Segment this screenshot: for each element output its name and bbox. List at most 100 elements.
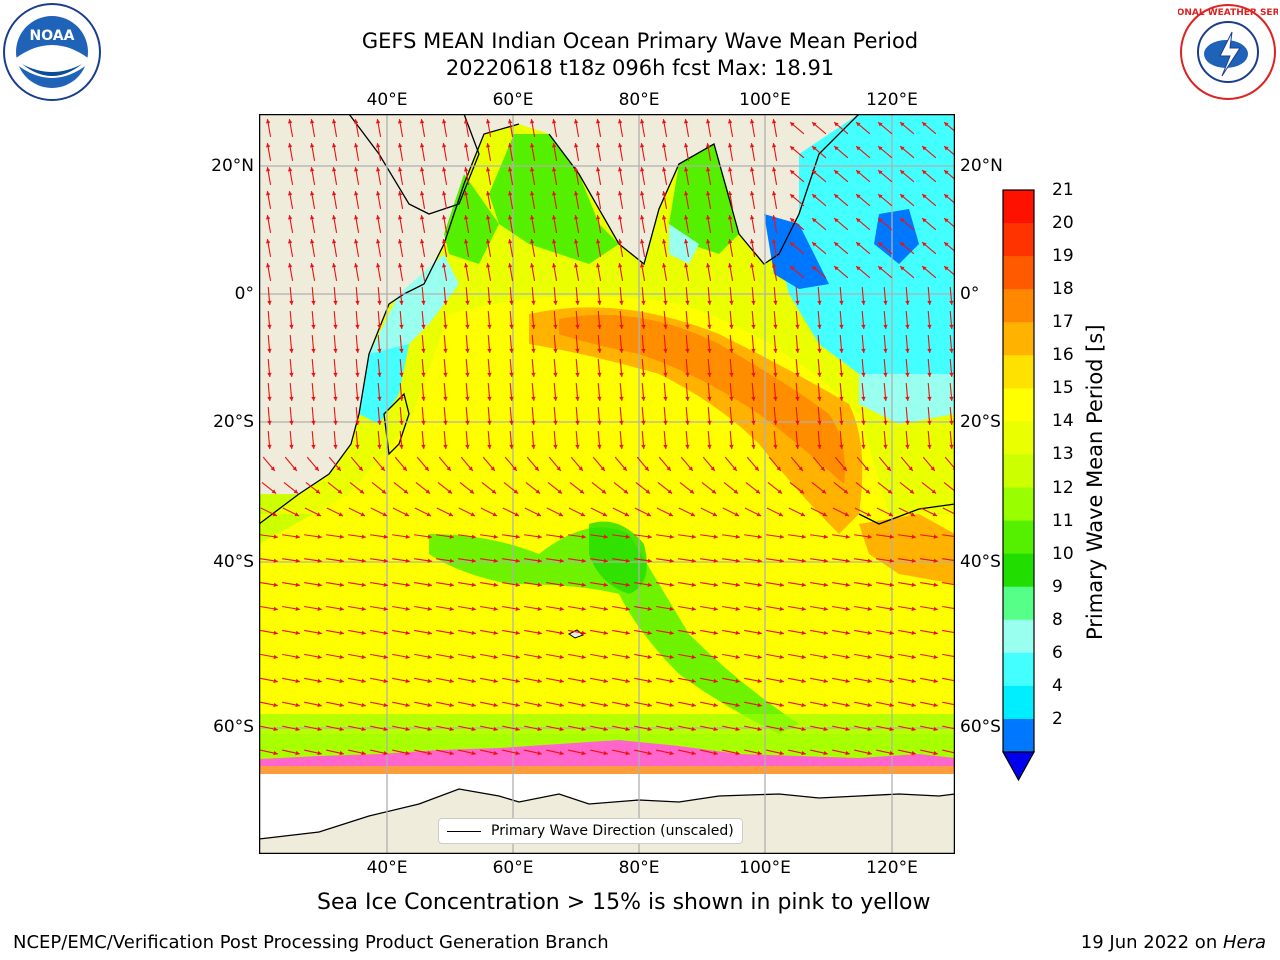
- wave-arrow-head: [889, 726, 894, 732]
- wave-arrow-head: [735, 750, 740, 756]
- wave-arrow-head: [639, 239, 645, 244]
- wave-arrow-head: [595, 263, 601, 268]
- wave-arrow-head: [727, 263, 733, 268]
- wave-arrow: [942, 701, 955, 706]
- wave-arrow-head: [911, 582, 916, 587]
- wave-arrow-head: [861, 444, 866, 449]
- wave-arrow-head: [790, 194, 795, 199]
- wave-arrow: [942, 534, 955, 538]
- wave-arrow-head: [333, 372, 338, 377]
- wave-arrow-head: [534, 466, 539, 471]
- wave-arrow-head: [905, 396, 910, 401]
- wave-arrow-head: [471, 702, 476, 708]
- wave-arrow: [943, 482, 955, 492]
- wave-arrow-head: [790, 122, 795, 127]
- wave-arrow-head: [817, 348, 822, 353]
- wave-arrow-head: [834, 242, 839, 247]
- svg-text:NOAA: NOAA: [30, 28, 75, 44]
- wave-arrow-head: [669, 702, 674, 708]
- wave-arrow-head: [691, 606, 696, 611]
- wave-arrow-head: [493, 582, 498, 587]
- wave-arrow-head: [509, 396, 514, 401]
- wave-arrow: [942, 677, 955, 682]
- wave-arrow-head: [317, 630, 322, 636]
- wave-arrow-head: [331, 215, 337, 220]
- wave-arrow-head: [469, 489, 475, 494]
- wave-arrow-head: [707, 348, 712, 353]
- wave-arrow-head: [933, 726, 938, 732]
- wave-arrow-head: [812, 266, 817, 271]
- colorbar-tick-label: 12: [1052, 477, 1074, 498]
- wave-arrow-head: [691, 654, 696, 660]
- lon-tick-bottom: 40°E: [366, 858, 408, 878]
- wave-arrow-head: [622, 466, 627, 471]
- wave-arrow-head: [834, 146, 839, 151]
- colorbar-tick-label: 18: [1052, 279, 1074, 300]
- wave-arrow-head: [603, 678, 608, 684]
- wave-arrow-head: [336, 466, 341, 471]
- wave-arrow-head: [575, 348, 580, 353]
- wave-arrow-head: [647, 630, 652, 636]
- wave-arrow-head: [463, 239, 469, 244]
- wave-arrow-head: [749, 119, 755, 124]
- wave-arrow-head: [889, 702, 894, 708]
- wave-arrow-head: [529, 215, 535, 220]
- wave-arrow-head: [790, 266, 795, 271]
- wave-arrow-head: [619, 324, 624, 329]
- wave-arrow-head: [691, 558, 696, 563]
- wave-arrow-head: [889, 654, 894, 660]
- wave-arrow-head: [878, 122, 883, 127]
- wave-arrow-head: [603, 630, 608, 636]
- wave-arrow-head: [663, 324, 668, 329]
- wave-arrow-head: [735, 606, 740, 611]
- wave-arrow-head: [834, 194, 839, 199]
- wave-arrow-head: [669, 534, 674, 539]
- wave-arrow: [942, 605, 955, 610]
- wave-arrow-head: [515, 606, 520, 611]
- wave-arrow-head: [801, 726, 806, 732]
- wave-arrow-head: [727, 143, 733, 148]
- wave-arrow-head: [856, 194, 861, 199]
- wave-arrow-head: [507, 191, 513, 196]
- wave-arrow-head: [647, 726, 652, 732]
- wave-arrow-head: [661, 263, 667, 268]
- wave-arrow-head: [911, 678, 916, 684]
- wave-arrow-head: [531, 324, 536, 329]
- wave-arrow-head: [317, 534, 322, 539]
- wave-arrow-head: [735, 726, 740, 732]
- wave-arrow-head: [735, 654, 740, 660]
- wave-arrow-head: [839, 444, 844, 449]
- wave-arrow-head: [487, 420, 492, 425]
- wave-arrow-head: [487, 300, 492, 305]
- wave-arrow-head: [287, 263, 293, 268]
- wave-arrow-head: [749, 191, 755, 196]
- wave-arrow: [942, 653, 955, 658]
- wave-arrow-head: [383, 654, 388, 660]
- wave-arrow-head: [661, 215, 667, 220]
- wave-arrow-head: [933, 606, 938, 611]
- wave-arrow-head: [375, 239, 381, 244]
- wave-arrow-head: [771, 191, 777, 196]
- wave-arrow-head: [795, 420, 800, 425]
- wave-arrow-head: [641, 324, 646, 329]
- colorbar-label: Primary Wave Mean Period [s]: [1083, 324, 1107, 640]
- wave-arrow-head: [729, 324, 734, 329]
- wave-arrow-head: [595, 143, 601, 148]
- wave-arrow-head: [375, 191, 381, 196]
- wave-arrow-head: [883, 372, 888, 377]
- wave-arrow-head: [823, 534, 828, 539]
- wave-arrow-head: [749, 263, 755, 268]
- wave-arrow-head: [602, 512, 608, 517]
- wave-arrow-head: [465, 324, 470, 329]
- wave-arrow-head: [905, 348, 910, 353]
- wave-arrow-head: [817, 396, 822, 401]
- wave-arrow-head: [777, 489, 783, 494]
- wave-arrow-head: [729, 444, 734, 449]
- wave-arrow-head: [933, 534, 938, 539]
- wave-arrow-head: [421, 420, 426, 425]
- colorbar-tick-label: 13: [1052, 444, 1074, 465]
- wave-arrow-head: [823, 558, 828, 563]
- wave-arrow: [942, 725, 955, 730]
- wave-arrow-head: [425, 489, 431, 494]
- wave-arrow-head: [507, 167, 513, 172]
